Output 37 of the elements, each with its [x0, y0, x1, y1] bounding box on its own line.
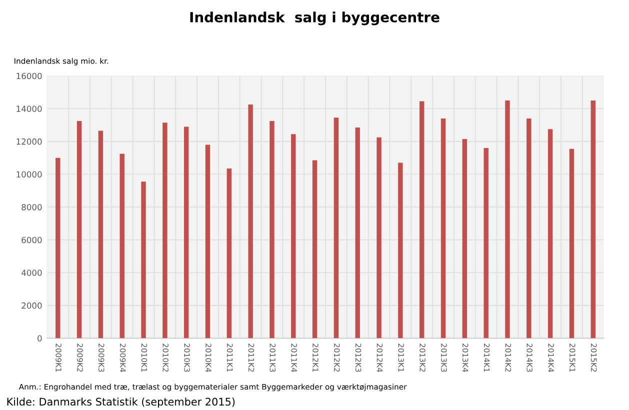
y-tick-label: 12000	[16, 138, 42, 145]
bar	[184, 126, 189, 338]
bar	[376, 137, 382, 338]
bar	[505, 100, 510, 338]
bar	[76, 120, 82, 338]
y-tick-label: 0	[38, 335, 42, 342]
bar	[398, 162, 403, 338]
y-tick-label: 10000	[16, 171, 42, 178]
bar	[590, 100, 596, 338]
bar	[526, 118, 532, 338]
bar	[569, 148, 574, 338]
bar	[98, 130, 104, 338]
bar	[420, 101, 424, 338]
text: Kilde: Danmarks Statistik (september 2015)	[7, 398, 235, 408]
chart-title: Indenlandsk salg i byggecentre	[190, 12, 440, 26]
bar	[355, 128, 360, 338]
y-tick-label: 16000	[16, 72, 42, 80]
bar	[484, 148, 488, 338]
bar	[312, 160, 318, 338]
bar	[440, 118, 446, 338]
bar	[334, 118, 339, 338]
bar	[291, 134, 296, 338]
bar	[226, 168, 232, 338]
bar	[120, 154, 124, 338]
y-tick-label: 14000	[16, 106, 42, 112]
y-tick-label: 8000	[22, 204, 42, 210]
bar	[205, 144, 210, 338]
bar	[56, 158, 60, 338]
bar	[248, 104, 253, 338]
bar	[141, 182, 146, 338]
bar	[162, 122, 168, 338]
bar	[270, 120, 274, 338]
bar	[462, 138, 468, 338]
y-tick-label: 4000	[22, 270, 42, 276]
bar	[548, 129, 553, 338]
y-tick-label: 6000	[22, 236, 42, 244]
y-tick-label: 2000	[22, 302, 42, 309]
